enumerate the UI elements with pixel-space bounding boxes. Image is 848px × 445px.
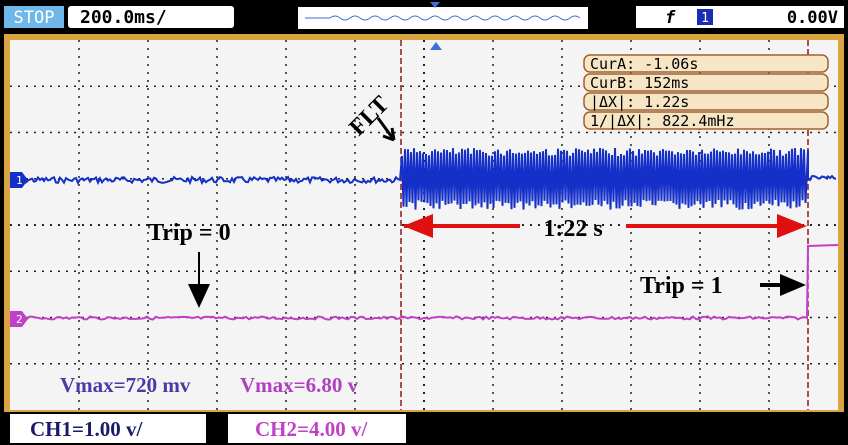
trigger-source: 1	[701, 11, 709, 26]
trip0-label: Trip = 0	[148, 220, 231, 246]
ch2-scale: CH2=4.00 v/	[255, 417, 368, 441]
trigger-edge: f	[665, 8, 676, 28]
trip1-label: Trip = 1	[640, 273, 723, 299]
vmax2-label: Vmax=6.80 v	[240, 373, 359, 397]
cursor-readout: CurB: 152ms	[590, 74, 689, 92]
cursor-readout: 1/|ΔX|: 822.4mHz	[590, 112, 735, 130]
run-state: STOP	[14, 8, 55, 28]
cursor-readout: CurA: -1.06s	[590, 55, 698, 73]
ch1-marker-label: 1	[16, 174, 23, 187]
ch1-scale: CH1=1.00 v/	[30, 417, 143, 441]
trigger-level: 0.00V	[787, 8, 838, 28]
memory-bar	[298, 7, 588, 29]
interval-label: 1:22 s	[543, 216, 602, 242]
oscilloscope-screen: STOP 200.0ms/ f 1 0.00V CurA: -1.06sCurB…	[0, 0, 848, 445]
ch2-marker-label: 2	[16, 313, 23, 326]
cursor-readout: |ΔX|: 1.22s	[590, 93, 689, 111]
vmax1-label: Vmax=720 mv	[60, 373, 191, 397]
timebase: 200.0ms/	[80, 7, 167, 28]
